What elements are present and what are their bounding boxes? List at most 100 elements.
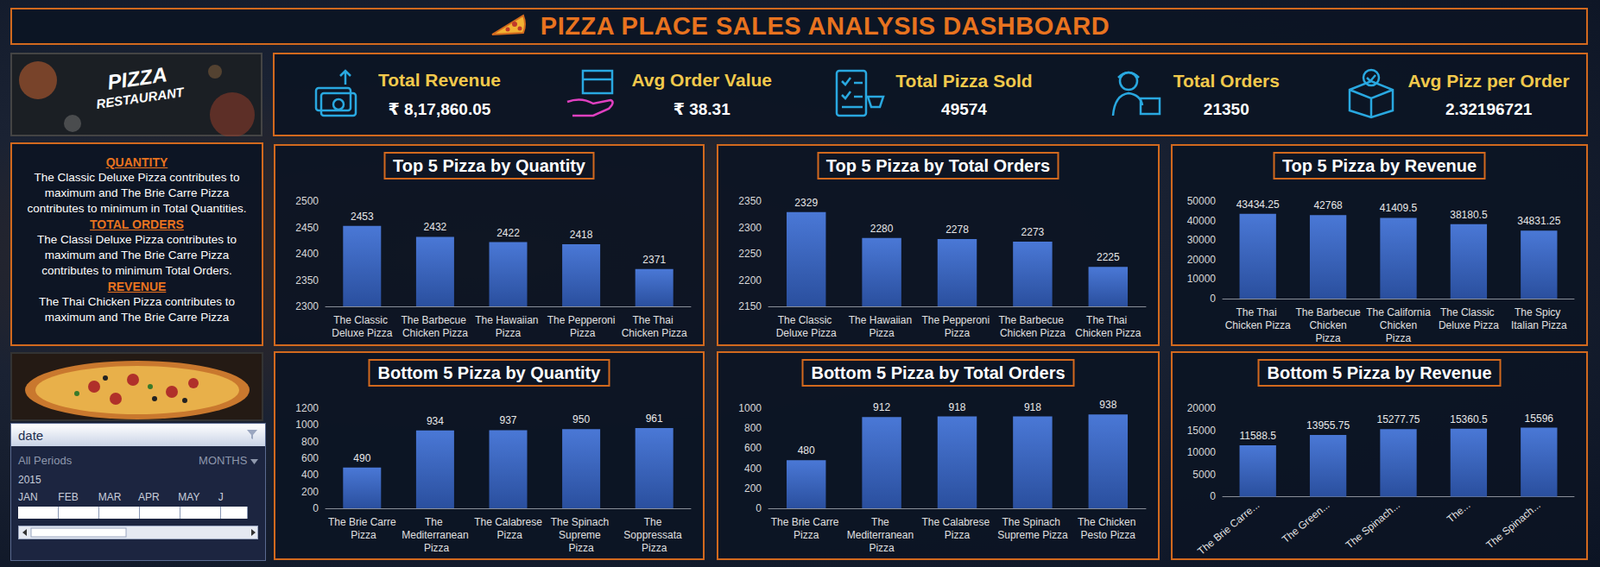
svg-text:937: 937 — [499, 414, 517, 427]
svg-text:The: The — [424, 516, 446, 529]
svg-text:Pizza: Pizza — [567, 327, 596, 340]
svg-text:50000: 50000 — [1187, 195, 1217, 208]
svg-text:Top 5 Pizza by Quantity: Top 5 Pizza by Quantity — [392, 156, 587, 176]
svg-text:The Calabrese: The Calabrese — [474, 516, 543, 529]
svg-text:1200: 1200 — [295, 402, 319, 415]
svg-text:2273: 2273 — [1021, 226, 1045, 239]
svg-text:Italian Pizza: Italian Pizza — [1511, 319, 1568, 332]
svg-text:10000: 10000 — [1187, 272, 1217, 285]
svg-text:Chicken Pizza: Chicken Pizza — [621, 327, 688, 340]
svg-text:Chicken Pizza: Chicken Pizza — [1075, 327, 1141, 340]
svg-text:The Thai: The Thai — [632, 314, 676, 327]
svg-text:2225: 2225 — [1096, 251, 1120, 264]
svg-text:15000: 15000 — [1187, 424, 1217, 437]
svg-text:938: 938 — [1099, 398, 1117, 412]
svg-text:0: 0 — [1209, 292, 1216, 305]
svg-text:Bottom 5 Pizza by Revenue: Bottom 5 Pizza by Revenue — [1266, 363, 1492, 383]
svg-text:200: 200 — [744, 482, 762, 495]
svg-text:Supreme Pizza: Supreme Pizza — [997, 529, 1069, 542]
svg-text:The Thai: The Thai — [1086, 314, 1130, 327]
svg-text:The Pepperoni: The Pepperoni — [547, 314, 616, 327]
svg-text:2200: 2200 — [738, 274, 762, 287]
svg-text:10000: 10000 — [1187, 446, 1217, 459]
svg-text:1000: 1000 — [738, 402, 762, 415]
svg-text:The Thai: The Thai — [1235, 306, 1279, 319]
svg-text:490: 490 — [353, 452, 371, 465]
svg-text:600: 600 — [301, 452, 319, 465]
svg-text:2329: 2329 — [794, 196, 818, 209]
svg-text:934: 934 — [426, 415, 444, 428]
svg-text:Pizza: Pizza — [568, 542, 595, 555]
svg-text:The Calabrese: The Calabrese — [921, 516, 993, 529]
svg-text:Pizza: Pizza — [944, 327, 971, 340]
svg-text:42768: 42768 — [1313, 199, 1343, 212]
svg-text:600: 600 — [744, 442, 762, 455]
svg-text:Deluxe Pizza: Deluxe Pizza — [331, 327, 393, 340]
svg-text:0: 0 — [755, 502, 762, 515]
svg-text:Pizza: Pizza — [347, 529, 377, 542]
svg-text:2432: 2432 — [423, 221, 448, 234]
svg-text:Chicken: Chicken — [1306, 319, 1350, 332]
svg-text:Deluxe Pizza: Deluxe Pizza — [776, 327, 837, 340]
svg-text:13955.75: 13955.75 — [1306, 419, 1350, 432]
svg-text:20000: 20000 — [1187, 402, 1217, 415]
svg-text:38180.5: 38180.5 — [1449, 208, 1488, 222]
svg-text:The Classic: The Classic — [333, 314, 391, 327]
svg-text:Pizza: Pizza — [868, 327, 895, 340]
svg-text:800: 800 — [301, 436, 319, 449]
svg-text:918: 918 — [948, 401, 966, 414]
svg-text:The Spinach...: The Spinach... — [1343, 499, 1403, 551]
svg-text:2350: 2350 — [738, 195, 762, 208]
svg-text:2250: 2250 — [738, 247, 762, 260]
svg-text:Bottom 5 Pizza by Quantity: Bottom 5 Pizza by Quantity — [378, 363, 602, 383]
svg-text:2300: 2300 — [738, 221, 762, 234]
svg-text:The Spinach: The Spinach — [550, 516, 613, 529]
svg-text:The Brie Carre: The Brie Carre — [328, 516, 397, 529]
svg-text:Bottom 5 Pizza by Total Orders: Bottom 5 Pizza by Total Orders — [810, 363, 1065, 383]
svg-text:2418: 2418 — [569, 228, 594, 241]
svg-text:The Hawaiian: The Hawaiian — [848, 314, 916, 327]
svg-text:The Spicy: The Spicy — [1514, 306, 1564, 319]
svg-text:The Spinach...: The Spinach... — [1484, 499, 1544, 551]
svg-text:Pizza: Pizza — [1315, 332, 1341, 345]
svg-text:The Green...: The Green... — [1279, 499, 1333, 546]
svg-text:Chicken Pizza: Chicken Pizza — [402, 327, 468, 340]
svg-text:Pizza: Pizza — [1385, 332, 1412, 345]
svg-text:The California: The California — [1366, 306, 1431, 319]
svg-text:The: The — [644, 516, 665, 529]
svg-text:Pizza: Pizza — [641, 542, 668, 555]
svg-text:Mediterranean: Mediterranean — [847, 529, 917, 542]
svg-text:Chicken Pizza: Chicken Pizza — [1225, 319, 1291, 332]
svg-text:2350: 2350 — [295, 274, 319, 287]
svg-text:961: 961 — [645, 412, 664, 425]
svg-text:Pizza: Pizza — [868, 542, 895, 555]
svg-text:15596: 15596 — [1524, 412, 1555, 425]
svg-text:480: 480 — [797, 444, 816, 457]
svg-text:Pizza: Pizza — [944, 529, 971, 542]
svg-text:30000: 30000 — [1187, 233, 1217, 247]
svg-text:Top 5 Pizza by Revenue: Top 5 Pizza by Revenue — [1282, 156, 1477, 176]
svg-text:2422: 2422 — [496, 227, 520, 240]
svg-text:918: 918 — [1024, 401, 1042, 414]
svg-text:The Barbecue: The Barbecue — [401, 314, 470, 327]
svg-text:Supreme: Supreme — [558, 529, 604, 542]
svg-text:40000: 40000 — [1187, 215, 1217, 228]
svg-text:2400: 2400 — [295, 247, 319, 260]
svg-text:The Brie Carre: The Brie Carre — [771, 516, 842, 529]
svg-text:The Brie Carre...: The Brie Carre... — [1195, 499, 1262, 558]
svg-text:Mediterranean: Mediterranean — [401, 529, 468, 542]
svg-text:2150: 2150 — [738, 300, 762, 313]
svg-text:Pesto Pizza: Pesto Pizza — [1081, 529, 1137, 542]
svg-text:912: 912 — [872, 401, 891, 414]
svg-text:The...: The... — [1444, 499, 1474, 525]
svg-text:20000: 20000 — [1187, 253, 1217, 266]
svg-text:400: 400 — [744, 462, 762, 475]
svg-text:0: 0 — [1209, 490, 1216, 503]
svg-text:The Classic: The Classic — [777, 314, 835, 327]
svg-text:Top 5 Pizza by Total Orders: Top 5 Pizza by Total Orders — [826, 156, 1050, 176]
svg-text:The Pepperoni: The Pepperoni — [921, 314, 993, 327]
svg-text:0: 0 — [312, 502, 319, 515]
svg-text:Soppressata: Soppressata — [623, 529, 685, 542]
svg-text:The Barbecue: The Barbecue — [1295, 306, 1361, 319]
svg-text:41409.5: 41409.5 — [1379, 202, 1418, 215]
